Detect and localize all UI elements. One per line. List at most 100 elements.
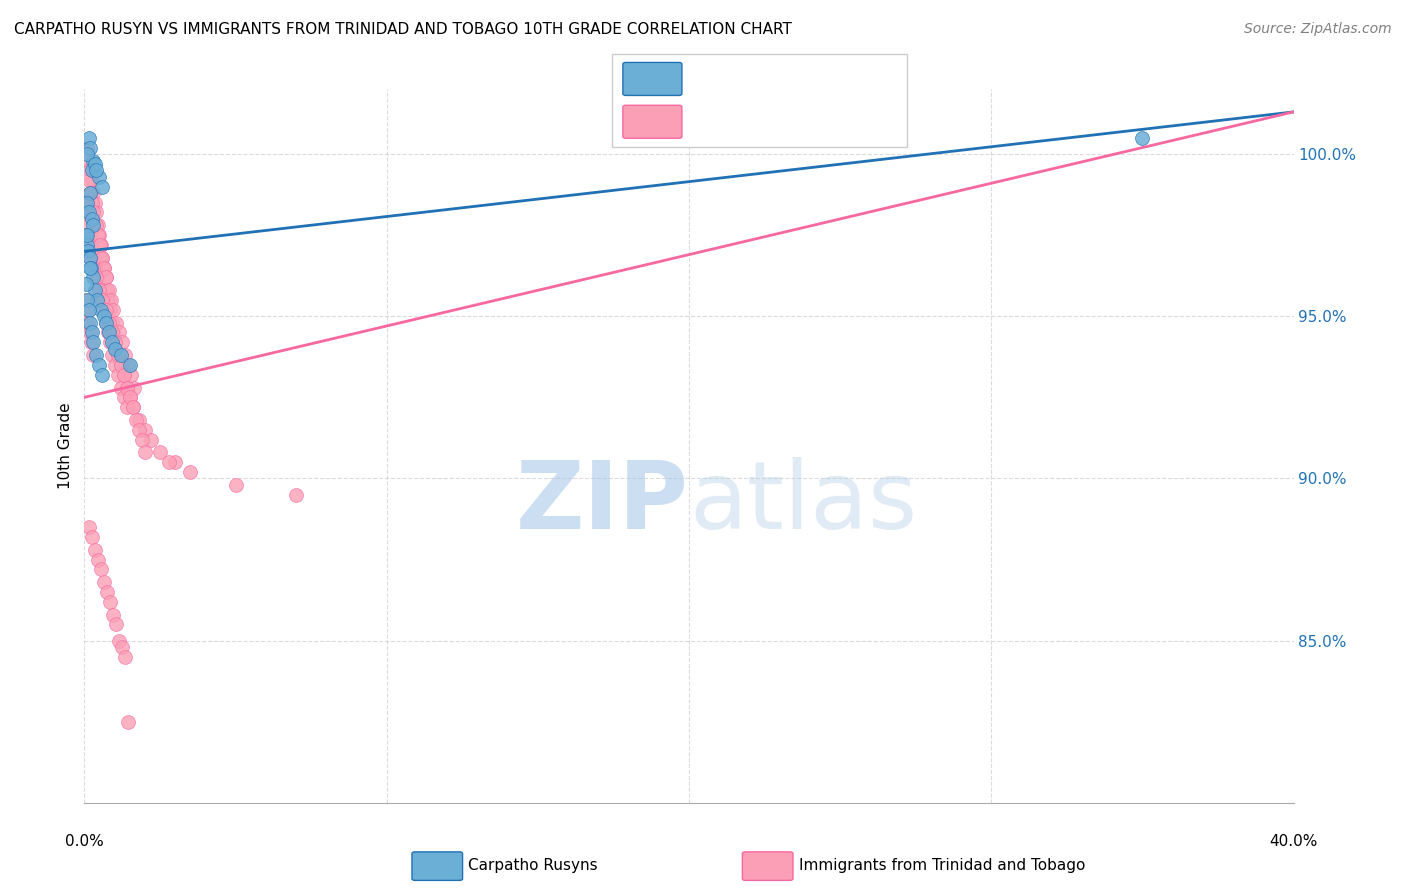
Point [94,316,117,330]
Point [94,270,117,285]
Point [117,358,139,372]
Point [121,400,143,414]
Point [89,283,111,297]
Point [89,238,111,252]
Point [93,260,115,275]
Point [110,358,132,372]
Point [105,316,128,330]
Point [79,140,101,154]
Point [80,260,103,275]
Point [84,260,107,275]
Point [112,368,135,382]
Point [79,326,101,340]
Point [121,400,143,414]
Point [97,326,120,340]
Point [76,302,98,317]
Point [79,316,101,330]
Point [82,270,104,285]
Point [179,465,201,479]
Point [91,179,114,194]
Point [120,368,142,382]
Point [75,228,97,243]
Point [76,195,98,210]
Point [107,348,129,362]
Point [139,433,162,447]
Point [94,316,117,330]
Point [108,633,131,648]
Point [101,326,124,340]
Point [111,335,134,350]
Point [84,157,107,171]
Point [80,195,103,210]
Point [134,423,156,437]
Point [115,381,138,395]
Point [86,270,108,285]
Point [82,335,104,350]
Text: N =: N = [792,71,825,87]
Point [104,358,127,372]
Point [76,244,98,259]
Text: CARPATHO RUSYN VS IMMIGRANTS FROM TRINIDAD AND TOBAGO 10TH GRADE CORRELATION CHA: CARPATHO RUSYN VS IMMIGRANTS FROM TRINID… [14,22,792,37]
Point [84,283,107,297]
Point [112,368,135,382]
Point [100,316,122,330]
Point [91,293,114,307]
Point [128,413,150,427]
Point [86,205,108,219]
Point [98,595,121,609]
Point [115,400,138,414]
Y-axis label: 10th Grade: 10th Grade [58,402,73,490]
Point [114,649,136,664]
Text: R =: R = [693,71,727,87]
Point [118,390,141,404]
Point [90,251,112,265]
Point [75,277,97,291]
Point [117,714,139,729]
Point [80,335,103,350]
Point [76,140,98,154]
Point [77,316,100,330]
Point [77,520,100,534]
Text: Carpatho Rusyns: Carpatho Rusyns [468,858,598,872]
Point [93,575,115,590]
Text: Immigrants from Trinidad and Tobago: Immigrants from Trinidad and Tobago [799,858,1085,872]
Point [87,283,110,297]
Point [76,147,98,161]
Point [100,335,122,350]
Text: ZIP: ZIP [516,457,689,549]
Text: atlas: atlas [689,457,917,549]
Point [101,302,124,317]
Point [79,186,101,200]
Point [157,455,180,469]
Point [75,293,97,307]
Text: 42: 42 [834,71,855,87]
Point [110,348,132,362]
Text: 0.0%: 0.0% [65,834,104,849]
Point [97,326,120,340]
Point [94,302,117,317]
Point [118,390,141,404]
Point [111,640,134,654]
Point [100,293,122,307]
Point [77,219,100,233]
Point [97,316,120,330]
Point [101,607,124,622]
Point [118,358,141,372]
Point [128,423,150,437]
Point [107,348,129,362]
Point [90,293,112,307]
Point [104,342,127,356]
Point [90,238,112,252]
Point [100,326,122,340]
Point [94,270,117,285]
Point [110,381,132,395]
Point [82,153,104,168]
Point [82,260,104,275]
Point [77,153,100,168]
Text: 0.260: 0.260 [735,114,783,129]
Text: R =: R = [693,114,727,129]
Point [108,326,131,340]
Point [89,358,111,372]
Point [93,310,115,324]
Point [97,293,120,307]
